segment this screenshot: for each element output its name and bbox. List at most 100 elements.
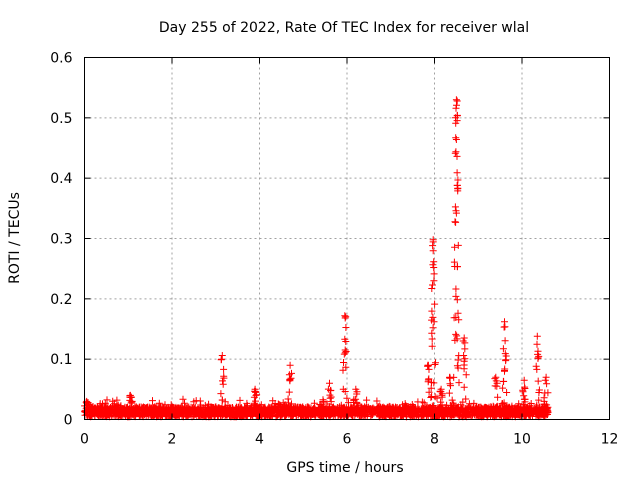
data-point <box>429 324 437 332</box>
data-point <box>327 393 335 401</box>
data-point <box>459 337 467 345</box>
data-point <box>241 405 249 413</box>
data-point <box>414 398 422 406</box>
y-tick-label: 0.5 <box>50 111 72 127</box>
data-point <box>343 394 351 402</box>
data-point <box>400 404 408 411</box>
data-point <box>425 365 433 373</box>
data-point <box>501 367 508 375</box>
data-point <box>228 411 236 419</box>
data-point <box>515 410 522 418</box>
data-point <box>130 405 138 412</box>
data-point <box>415 408 423 416</box>
data-point <box>220 407 228 415</box>
data-point <box>428 335 436 343</box>
data-point <box>425 388 433 396</box>
data-point <box>269 397 277 405</box>
data-point <box>491 408 499 416</box>
data-point <box>233 403 241 411</box>
data-point <box>340 359 347 366</box>
data-point <box>441 407 449 415</box>
data-point <box>459 408 466 416</box>
data-point <box>448 396 456 404</box>
data-point <box>451 409 459 417</box>
data-point <box>452 408 460 415</box>
data-point <box>401 409 409 417</box>
data-point <box>501 350 509 358</box>
data-point <box>290 409 298 417</box>
data-point <box>352 385 360 393</box>
data-point <box>359 412 367 420</box>
data-point <box>424 406 432 414</box>
data-point <box>92 408 100 416</box>
data-point <box>521 383 529 391</box>
data-point <box>526 402 534 410</box>
data-point <box>534 350 542 358</box>
data-point <box>452 218 460 226</box>
data-point <box>286 361 294 369</box>
data-point <box>501 318 508 326</box>
data-point <box>452 209 460 217</box>
data-point <box>297 404 305 412</box>
data-point <box>341 404 349 412</box>
data-point <box>362 408 370 416</box>
data-point <box>329 403 337 411</box>
data-point <box>225 410 233 418</box>
data-point <box>462 412 469 420</box>
data-point <box>315 404 323 412</box>
data-point <box>501 337 509 345</box>
data-point <box>118 412 126 420</box>
data-point <box>140 411 148 419</box>
data-point <box>98 404 106 412</box>
data-point <box>353 399 361 407</box>
y-tick-label: 0.4 <box>50 171 72 187</box>
data-point <box>431 300 439 308</box>
data-point <box>460 334 468 342</box>
data-point <box>226 405 234 413</box>
data-point <box>541 376 549 384</box>
data-point <box>453 112 461 120</box>
data-point <box>543 401 551 409</box>
data-point <box>437 385 445 393</box>
data-point <box>420 399 428 407</box>
data-point <box>217 356 225 364</box>
data-point <box>191 410 199 418</box>
data-point <box>218 403 226 411</box>
data-point <box>462 371 470 379</box>
data-point <box>453 152 461 160</box>
data-point <box>534 408 542 416</box>
x-tick-label: 8 <box>430 432 439 448</box>
x-tick-label: 0 <box>80 432 89 448</box>
data-point <box>320 398 328 406</box>
y-axis-title: ROTI / TECUs <box>7 192 23 284</box>
data-point <box>473 408 481 416</box>
data-point <box>170 408 178 416</box>
data-point <box>325 411 333 419</box>
data-point <box>428 285 436 292</box>
data-point <box>104 411 112 419</box>
data-point <box>211 403 219 411</box>
data-point <box>214 412 222 419</box>
data-point <box>420 410 428 418</box>
data-point <box>185 405 193 413</box>
data-point <box>520 392 528 400</box>
data-point <box>454 309 462 317</box>
data-point <box>319 413 327 420</box>
data-point <box>437 398 445 406</box>
data-point <box>216 408 224 415</box>
data-point <box>430 270 438 278</box>
data-point <box>368 411 376 419</box>
data-point <box>409 405 417 413</box>
data-point <box>269 407 277 415</box>
data-point <box>454 241 462 249</box>
data-point <box>251 385 259 393</box>
data-point <box>138 407 146 415</box>
x-axis-title: GPS time / hours <box>286 460 403 476</box>
data-point <box>533 332 541 340</box>
data-point <box>236 396 244 404</box>
data-point <box>502 357 510 365</box>
data-point <box>454 176 462 184</box>
data-point <box>452 96 460 104</box>
data-point <box>205 400 213 408</box>
data-point <box>543 380 551 388</box>
